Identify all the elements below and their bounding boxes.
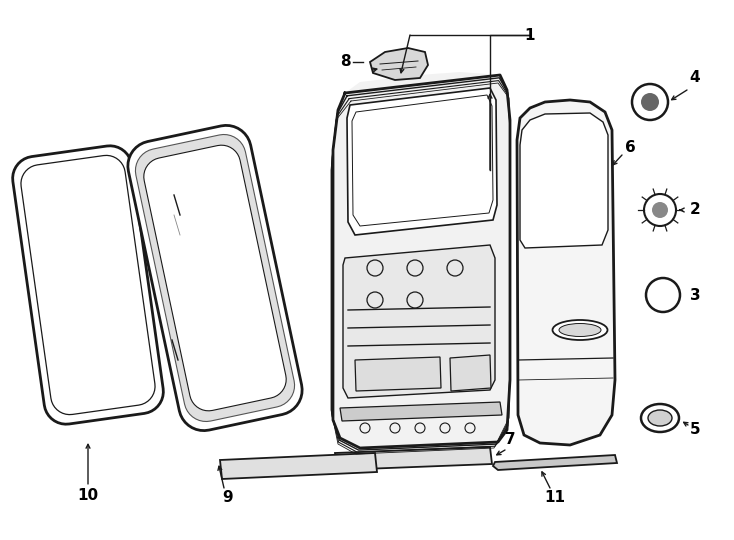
Text: 4: 4 [690,71,700,85]
Text: 11: 11 [545,490,565,505]
Polygon shape [128,125,302,430]
Text: 7: 7 [505,433,515,448]
Polygon shape [352,95,493,226]
Polygon shape [21,156,155,415]
Ellipse shape [648,410,672,426]
Polygon shape [343,245,495,398]
Ellipse shape [641,404,679,432]
Polygon shape [220,453,377,479]
Polygon shape [144,145,286,411]
Polygon shape [517,100,615,445]
Polygon shape [347,88,497,235]
Circle shape [641,93,659,111]
Text: 9: 9 [222,490,233,505]
Text: 10: 10 [78,488,98,503]
Text: 6: 6 [625,140,636,156]
Polygon shape [493,455,617,470]
Ellipse shape [553,320,608,340]
Text: 3: 3 [690,287,700,302]
Polygon shape [335,447,492,470]
Polygon shape [355,357,441,391]
Polygon shape [520,113,608,248]
Text: 5: 5 [690,422,700,437]
Polygon shape [450,355,491,391]
Text: 2: 2 [690,202,700,218]
Polygon shape [333,72,510,450]
Text: 8: 8 [340,55,350,70]
Polygon shape [370,48,428,80]
Polygon shape [136,134,294,422]
Text: 1: 1 [525,28,535,43]
Circle shape [652,202,668,218]
Ellipse shape [559,323,601,336]
Polygon shape [340,402,502,421]
Polygon shape [12,146,164,424]
